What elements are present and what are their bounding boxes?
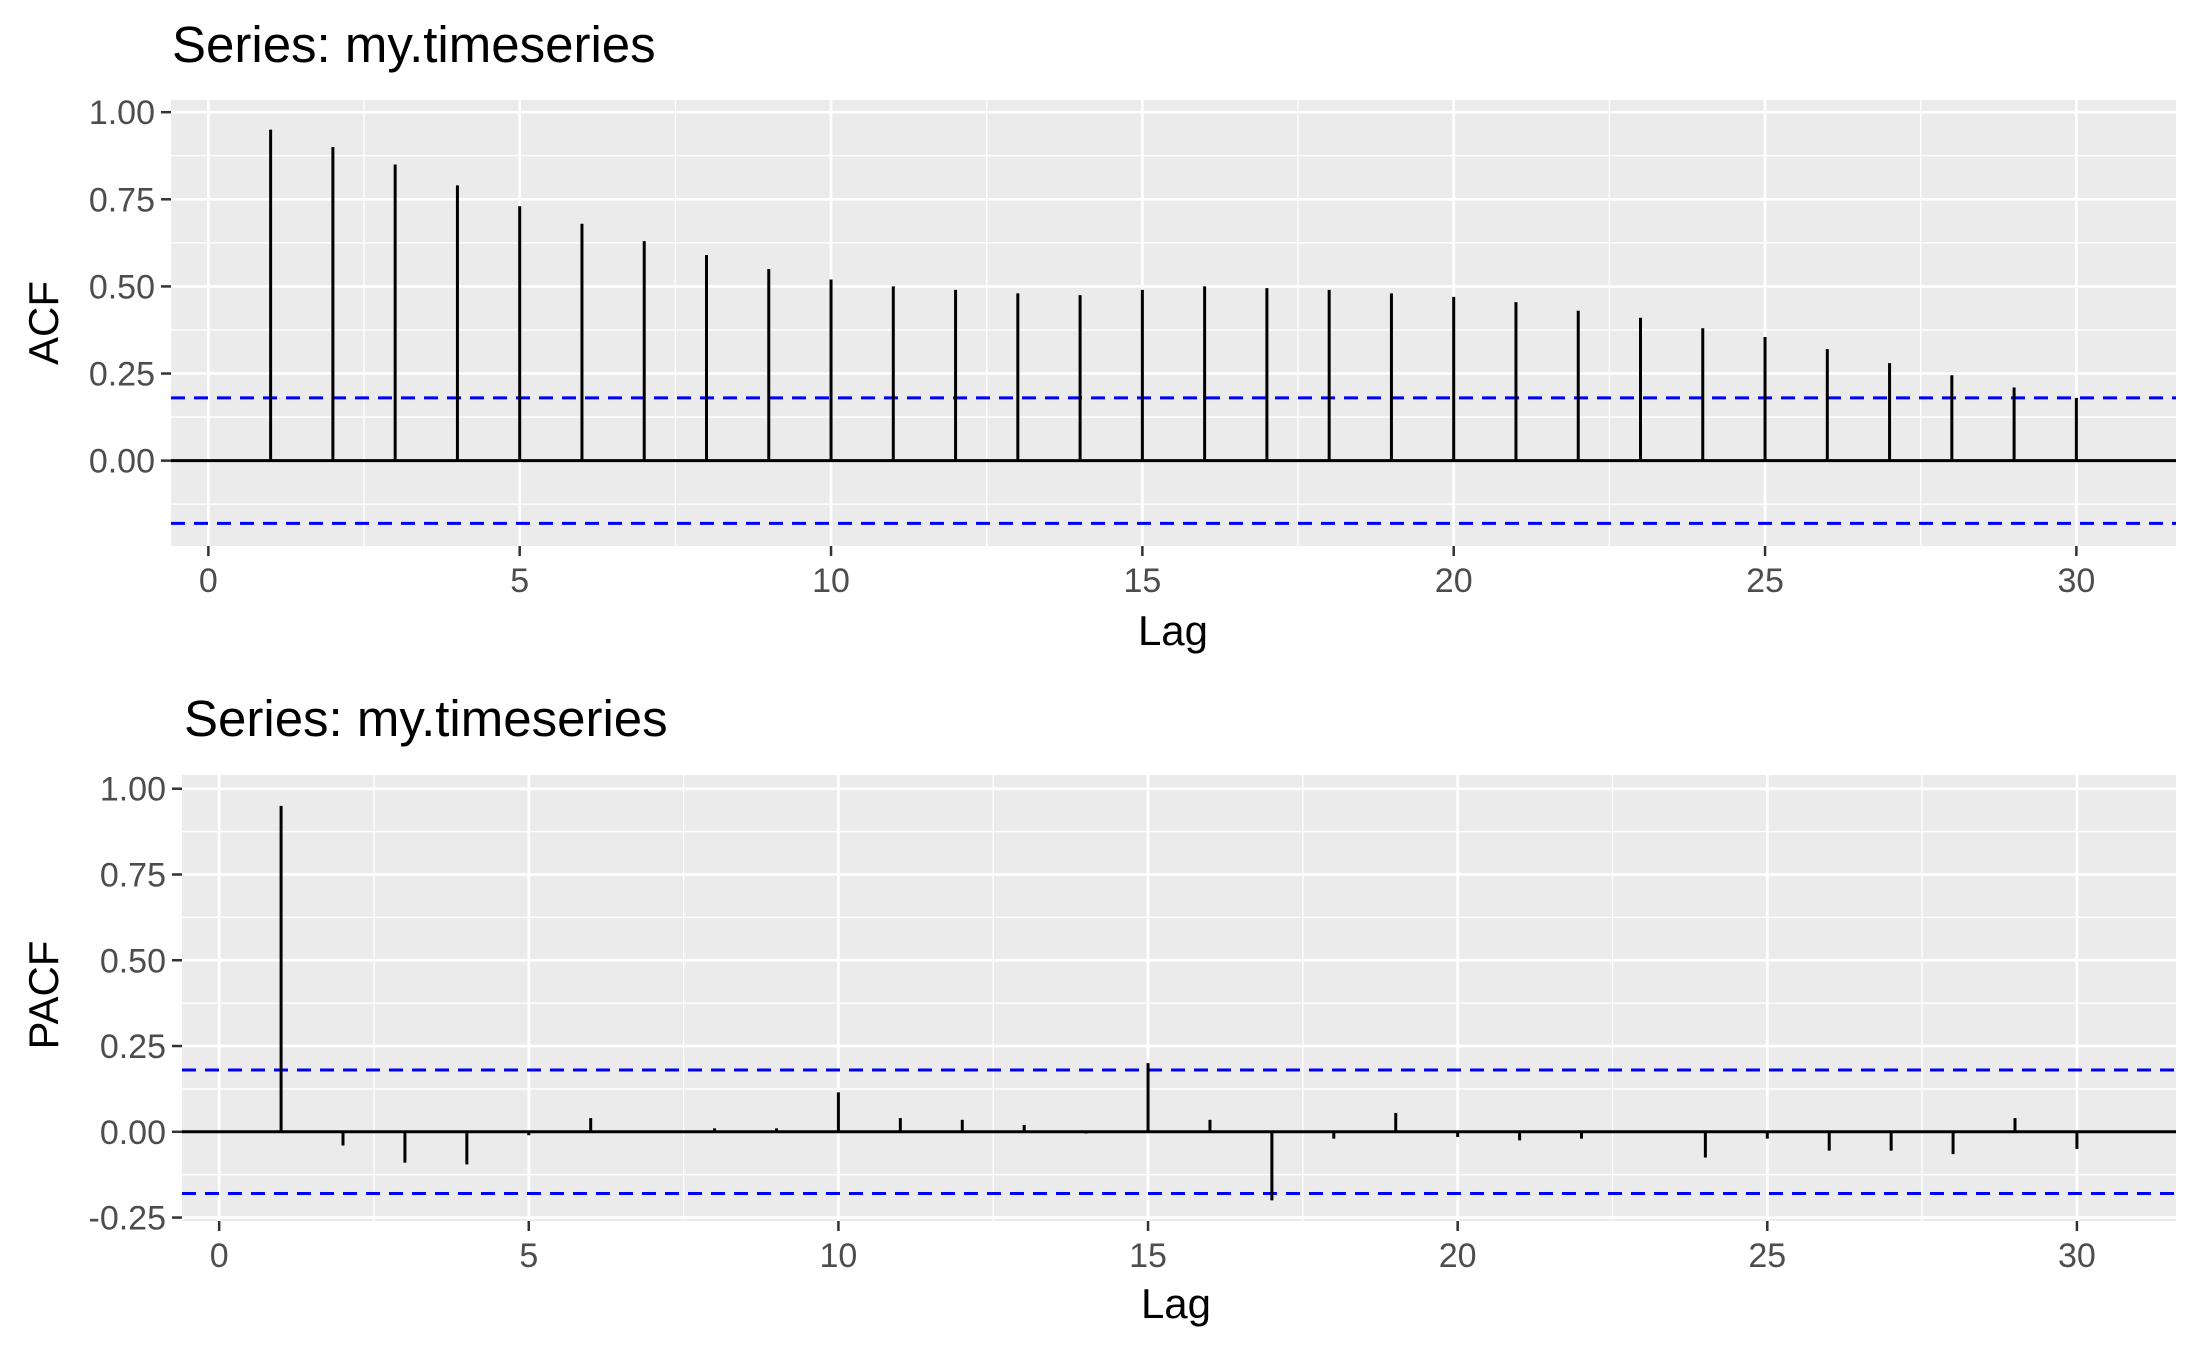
pacf-chart-title: Series: my.timeseries	[184, 690, 668, 747]
acf-chart-panel: Series: my.timeseries 0.00 0.25 0.50 0.75 1.…	[20, 16, 2176, 654]
acf-y-axis: 0.00 0.25 0.50 0.75 1.00	[89, 94, 171, 481]
pacf-x-axis: 0 5 10 15 20 25 30	[210, 1221, 2096, 1275]
pacf-y-tick-label: 0.75	[100, 856, 166, 894]
acf-chart-title: Series: my.timeseries	[172, 16, 656, 73]
pacf-x-axis-title: Lag	[1141, 1280, 1211, 1327]
acf-x-tick-label: 20	[1435, 562, 1473, 600]
pacf-x-tick-label: 0	[210, 1237, 229, 1275]
pacf-y-tick-label: 0.00	[100, 1114, 166, 1152]
acf-confidence-lines	[171, 396, 2176, 525]
pacf-y-tick-label: -0.25	[89, 1200, 167, 1238]
pacf-x-tick-label: 30	[2058, 1237, 2096, 1275]
pacf-x-tick-label: 25	[1748, 1237, 1786, 1275]
acf-y-tick-label: 0.25	[89, 356, 155, 394]
acf-plot-background	[171, 100, 2176, 546]
pacf-x-tick-label: 5	[519, 1237, 538, 1275]
pacf-x-tick-label: 15	[1129, 1237, 1167, 1275]
pacf-y-tick-label: 0.50	[100, 942, 166, 980]
acf-y-tick-label: 0.00	[89, 443, 155, 481]
pacf-gridlines	[182, 775, 2176, 1221]
pacf-bars	[279, 805, 2079, 1201]
acf-x-axis-title: Lag	[1138, 607, 1208, 654]
acf-y-tick-label: 1.00	[89, 94, 155, 132]
pacf-x-tick-label: 20	[1439, 1237, 1477, 1275]
acf-x-tick-label: 25	[1746, 562, 1784, 600]
pacf-chart-panel: Series: my.timeseries -0.25 0.00 0.25 0.50 0…	[0, 675, 2187, 1350]
pacf-y-axis: -0.25 0.00 0.25 0.50 0.75 1.00	[89, 771, 182, 1238]
pacf-y-tick-label: 1.00	[100, 771, 166, 809]
acf-x-tick-label: 10	[812, 562, 850, 600]
pacf-confidence-lines	[182, 1068, 2176, 1196]
pacf-y-axis-title: PACF	[20, 941, 67, 1050]
acf-x-tick-label: 15	[1123, 562, 1161, 600]
acf-chart: Series: my.timeseries 0.00 0.25 0.50 0.75 1.…	[20, 16, 2176, 654]
pacf-plot-background	[182, 775, 2176, 1221]
acf-y-axis-title: ACF	[20, 281, 67, 365]
pacf-y-tick-label: 0.25	[100, 1028, 166, 1066]
pacf-x-tick-label: 10	[819, 1237, 857, 1275]
acf-x-axis: 0 5 10 15 20 25 30	[199, 546, 2095, 600]
acf-x-tick-label: 0	[199, 562, 218, 600]
acf-x-tick-label: 5	[510, 562, 529, 600]
acf-bars	[269, 129, 2078, 461]
acf-x-tick-label: 30	[2057, 562, 2095, 600]
pacf-chart: Series: my.timeseries -0.25 0.00 0.25 0.50 0…	[20, 690, 2176, 1327]
acf-y-tick-label: 0.50	[89, 268, 155, 306]
acf-y-tick-label: 0.75	[89, 181, 155, 219]
